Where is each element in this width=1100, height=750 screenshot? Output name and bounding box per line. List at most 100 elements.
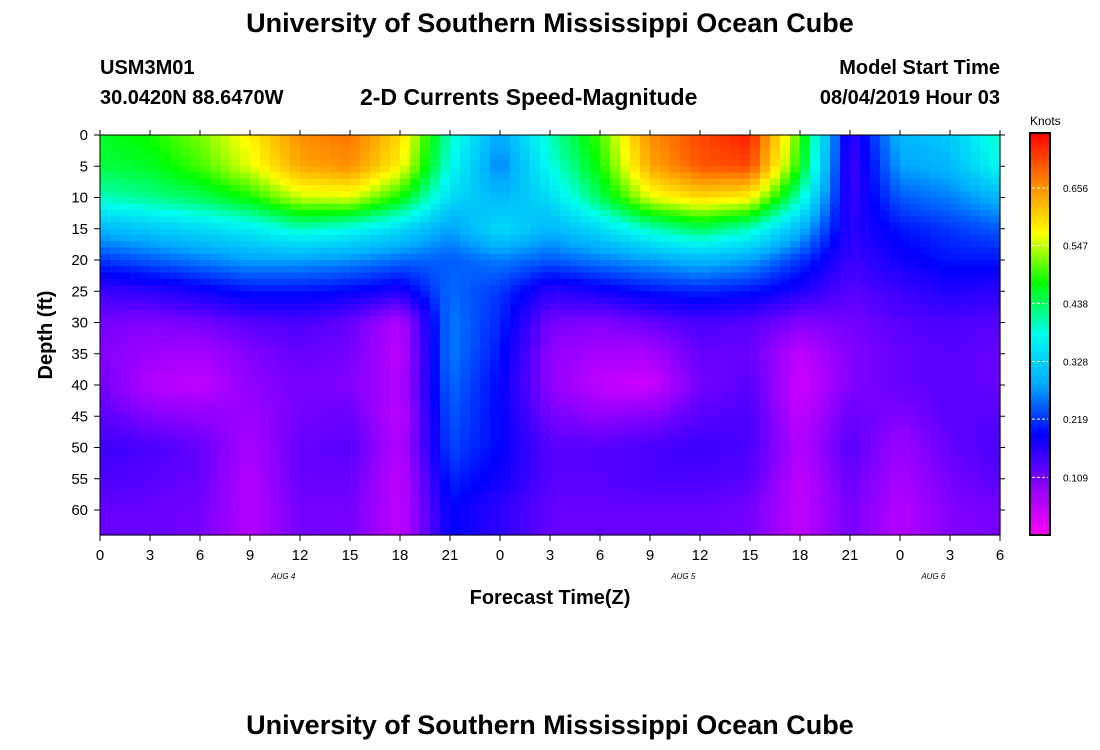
- heatmap-cell: [270, 453, 281, 461]
- heatmap-cell: [190, 228, 201, 236]
- heatmap-cell: [560, 422, 571, 430]
- heatmap-cell: [160, 228, 171, 236]
- heatmap-cell: [120, 466, 131, 474]
- heatmap-cell: [640, 328, 651, 336]
- heatmap-cell: [410, 385, 421, 392]
- heatmap-cell: [750, 353, 761, 361]
- heatmap-cell: [870, 141, 881, 149]
- heatmap-cell: [270, 460, 281, 467]
- heatmap-cell: [690, 391, 701, 399]
- heatmap-cell: [890, 316, 901, 324]
- heatmap-cell: [130, 322, 141, 330]
- heatmap-cell: [380, 341, 391, 349]
- heatmap-cell: [770, 247, 781, 255]
- heatmap-cell: [110, 428, 121, 436]
- heatmap-cell: [970, 335, 981, 342]
- heatmap-cell: [850, 210, 861, 217]
- heatmap-cell: [850, 191, 861, 199]
- heatmap-cell: [860, 203, 871, 211]
- heatmap-cell: [850, 272, 861, 280]
- heatmap-cell: [800, 310, 811, 317]
- heatmap-cell: [870, 453, 881, 461]
- heatmap-cell: [790, 147, 801, 155]
- heatmap-cell: [580, 297, 591, 305]
- heatmap-cell: [420, 191, 431, 199]
- heatmap-cell: [260, 416, 271, 424]
- heatmap-cell: [780, 385, 791, 392]
- heatmap-cell: [650, 410, 661, 417]
- heatmap-cell: [900, 316, 911, 324]
- heatmap-cell: [120, 347, 131, 355]
- heatmap-cell: [840, 366, 851, 374]
- heatmap-cell: [550, 141, 561, 149]
- heatmap-cell: [800, 178, 811, 186]
- heatmap-cell: [910, 147, 921, 155]
- heatmap-cell: [720, 328, 731, 336]
- heatmap-cell: [760, 228, 771, 236]
- heatmap-cell: [740, 266, 751, 274]
- heatmap-cell: [980, 178, 991, 186]
- heatmap-cell: [740, 160, 751, 167]
- heatmap-cell: [160, 222, 171, 230]
- heatmap-cell: [350, 422, 361, 430]
- heatmap-cell: [250, 416, 261, 424]
- heatmap-cell: [750, 428, 761, 436]
- heatmap-cell: [160, 410, 171, 417]
- heatmap-cell: [480, 403, 491, 411]
- heatmap-cell: [700, 235, 711, 242]
- heatmap-cell: [400, 228, 411, 236]
- heatmap-cell: [380, 347, 391, 355]
- heatmap-cell: [980, 372, 991, 380]
- heatmap-cell: [180, 391, 191, 399]
- heatmap-cell: [590, 203, 601, 211]
- heatmap-cell: [240, 441, 251, 449]
- heatmap-cell: [420, 441, 431, 449]
- heatmap-cell: [720, 316, 731, 324]
- heatmap-cell: [610, 160, 621, 167]
- heatmap-cell: [170, 153, 181, 161]
- heatmap-cell: [560, 353, 571, 361]
- heatmap-cell: [390, 278, 401, 286]
- heatmap-cell: [240, 422, 251, 430]
- heatmap-cell: [860, 460, 871, 467]
- heatmap-cell: [660, 335, 671, 342]
- heatmap-cell: [120, 460, 131, 467]
- heatmap-cell: [150, 378, 161, 386]
- heatmap-cell: [560, 453, 571, 461]
- heatmap-cell: [230, 366, 241, 374]
- heatmap-cell: [370, 466, 381, 474]
- heatmap-cell: [250, 197, 261, 205]
- heatmap-cell: [630, 285, 641, 292]
- heatmap-cell: [530, 210, 541, 217]
- heatmap-cell: [320, 328, 331, 336]
- heatmap-cell: [800, 391, 811, 399]
- heatmap-cell: [350, 428, 361, 436]
- heatmap-cell: [570, 403, 581, 411]
- heatmap-cell: [660, 391, 671, 399]
- heatmap-cell: [640, 141, 651, 149]
- heatmap-cell: [840, 435, 851, 442]
- heatmap-cell: [330, 247, 341, 255]
- heatmap-cell: [360, 360, 371, 367]
- heatmap-cell: [100, 166, 111, 174]
- heatmap-cell: [230, 291, 241, 299]
- heatmap-cell: [390, 403, 401, 411]
- heatmap-cell: [120, 278, 131, 286]
- heatmap-cell: [810, 153, 821, 161]
- heatmap-cell: [890, 403, 901, 411]
- heatmap-cell: [640, 135, 651, 142]
- heatmap-cell: [750, 178, 761, 186]
- heatmap-cell: [430, 272, 441, 280]
- heatmap-cell: [370, 372, 381, 380]
- heatmap-cell: [360, 253, 371, 261]
- heatmap-cell: [130, 366, 141, 374]
- heatmap-cell: [680, 197, 691, 205]
- heatmap-cell: [210, 328, 221, 336]
- heatmap-cell: [810, 228, 821, 236]
- heatmap-cell: [530, 203, 541, 211]
- heatmap-cell: [560, 253, 571, 261]
- heatmap-cell: [190, 222, 201, 230]
- heatmap-cell: [350, 291, 361, 299]
- heatmap-cell: [330, 385, 341, 392]
- heatmap-cell: [710, 322, 721, 330]
